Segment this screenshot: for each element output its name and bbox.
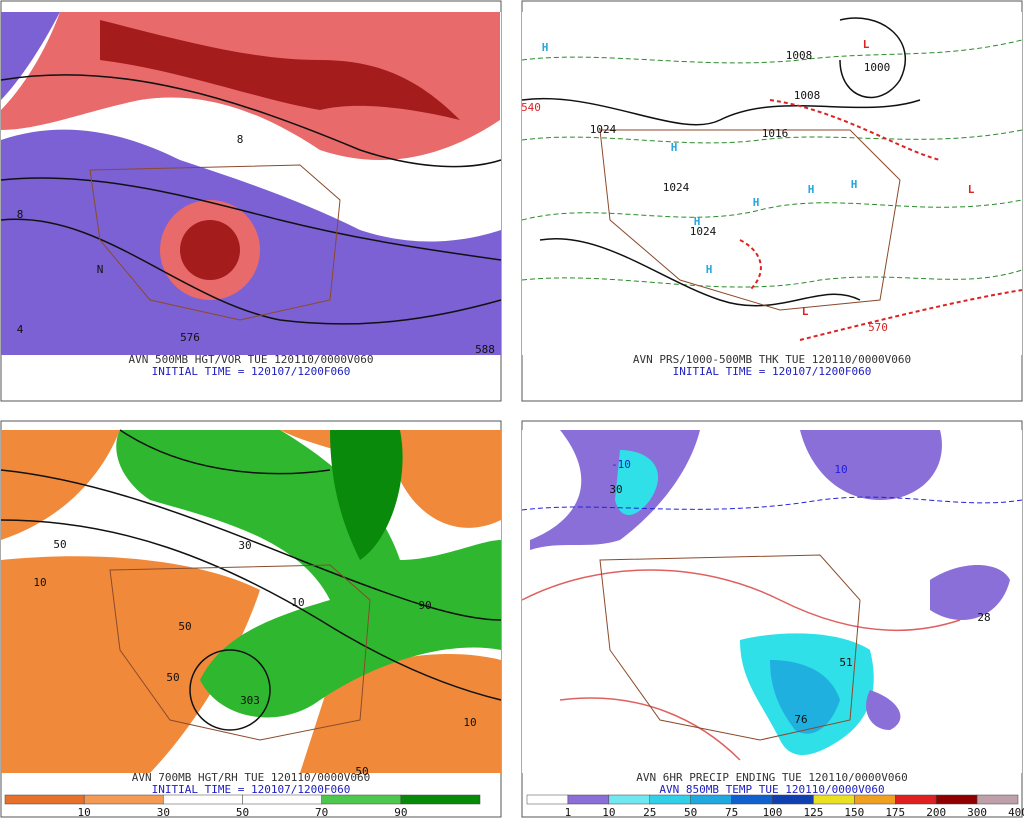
map-label: 1008 bbox=[786, 49, 813, 62]
colorbar-swatch bbox=[976, 794, 1019, 805]
map-label: H bbox=[671, 141, 678, 154]
colorbar-label: 100 bbox=[763, 806, 783, 819]
colorbar-swatch bbox=[400, 794, 481, 805]
colorbar-label: 125 bbox=[803, 806, 823, 819]
map-label: H bbox=[694, 215, 701, 228]
map-label: 1016 bbox=[762, 127, 789, 140]
colorbar-label: 50 bbox=[684, 806, 697, 819]
colorbar-swatch bbox=[854, 794, 896, 805]
colorbar-label: 300 bbox=[967, 806, 987, 819]
map-label: H bbox=[542, 41, 549, 54]
map-label: 10 bbox=[33, 576, 46, 589]
caption: AVN 500MB HGT/VOR TUE 120110/0000V060 bbox=[128, 353, 373, 366]
colorbar-swatch bbox=[4, 794, 85, 805]
map-label: L bbox=[968, 183, 975, 196]
map-label: 50 bbox=[53, 538, 66, 551]
map-label: 588 bbox=[475, 343, 495, 356]
map-label: 30 bbox=[238, 539, 251, 552]
colorbar-swatch bbox=[690, 794, 732, 805]
map-label: 10 bbox=[463, 716, 476, 729]
map-label: 28 bbox=[977, 611, 990, 624]
colorbar-swatch bbox=[608, 794, 650, 805]
map-precip bbox=[521, 430, 1023, 773]
colorbar-label: 25 bbox=[643, 806, 656, 819]
map-label: 540 bbox=[521, 101, 541, 114]
colorbar-label: 75 bbox=[725, 806, 738, 819]
map-label: 30 bbox=[609, 483, 622, 496]
map-label: L bbox=[802, 305, 809, 318]
caption: AVN PRS/1000-500MB THK TUE 120110/0000V0… bbox=[633, 353, 911, 366]
colorbar-swatch bbox=[649, 794, 691, 805]
colorbar-swatch bbox=[772, 794, 814, 805]
colorbar-swatch bbox=[526, 794, 569, 805]
map-label: 570 bbox=[868, 321, 888, 334]
colorbar-swatch bbox=[731, 794, 773, 805]
map-label: N bbox=[97, 263, 104, 276]
caption-sub: AVN 850MB TEMP TUE 120110/0000V060 bbox=[659, 783, 884, 796]
map-500mb bbox=[0, 12, 502, 355]
colorbar-label: 400 bbox=[1008, 806, 1024, 819]
colorbar-swatch bbox=[935, 794, 978, 805]
colorbar-swatch bbox=[813, 794, 855, 805]
map-prs bbox=[521, 12, 1023, 355]
map-label: H bbox=[706, 263, 713, 276]
colorbar-label: 150 bbox=[844, 806, 864, 819]
map-label: 1000 bbox=[864, 61, 891, 74]
map-label: 10 bbox=[834, 463, 847, 476]
colorbar-label: 175 bbox=[885, 806, 905, 819]
colorbar-swatch bbox=[895, 794, 937, 805]
colorbar-swatch bbox=[567, 794, 610, 805]
colorbar-label: 30 bbox=[157, 806, 170, 819]
map-label: 50 bbox=[166, 671, 179, 684]
colorbar-label: 200 bbox=[926, 806, 946, 819]
colorbar-label: 10 bbox=[78, 806, 91, 819]
map-label: 90 bbox=[418, 599, 431, 612]
map-label: 50 bbox=[178, 620, 191, 633]
caption-sub: INITIAL TIME = 120107/1200F060 bbox=[673, 365, 872, 378]
colorbar-swatch bbox=[321, 794, 402, 805]
map-label: -10 bbox=[611, 458, 631, 471]
map-label: H bbox=[808, 183, 815, 196]
colorbar-label: 70 bbox=[315, 806, 328, 819]
map-label: 1024 bbox=[690, 225, 717, 238]
map-label: 1008 bbox=[794, 89, 821, 102]
map-label: 1024 bbox=[663, 181, 690, 194]
map-label: 10 bbox=[291, 596, 304, 609]
map-label: 76 bbox=[794, 713, 807, 726]
caption: AVN 700MB HGT/RH TUE 120110/0000V060 bbox=[132, 771, 370, 784]
map-700mb bbox=[0, 429, 502, 773]
caption: AVN 6HR PRECIP ENDING TUE 120110/0000V06… bbox=[636, 771, 908, 784]
map-label: 1024 bbox=[590, 123, 617, 136]
map-label: 576 bbox=[180, 331, 200, 344]
caption-sub: INITIAL TIME = 120107/1200F060 bbox=[152, 783, 351, 796]
map-label: 303 bbox=[240, 694, 260, 707]
colorbar-label: 50 bbox=[236, 806, 249, 819]
map-label: H bbox=[753, 196, 760, 209]
colorbar-label: 1 bbox=[565, 806, 572, 819]
map-label: 8 bbox=[237, 133, 244, 146]
colorbar-swatch bbox=[242, 794, 322, 805]
map-label: 8 bbox=[17, 208, 24, 221]
colorbar-label: 90 bbox=[394, 806, 407, 819]
colorbar-swatch bbox=[83, 794, 164, 805]
caption-sub: INITIAL TIME = 120107/1200F060 bbox=[152, 365, 351, 378]
map-label: H bbox=[851, 178, 858, 191]
map-label: 4 bbox=[17, 323, 24, 336]
colorbar-label: 10 bbox=[602, 806, 615, 819]
map-label: 50 bbox=[355, 765, 368, 778]
map-label: 51 bbox=[839, 656, 852, 669]
map-label: L bbox=[863, 38, 870, 51]
colorbar-swatch bbox=[163, 794, 243, 805]
